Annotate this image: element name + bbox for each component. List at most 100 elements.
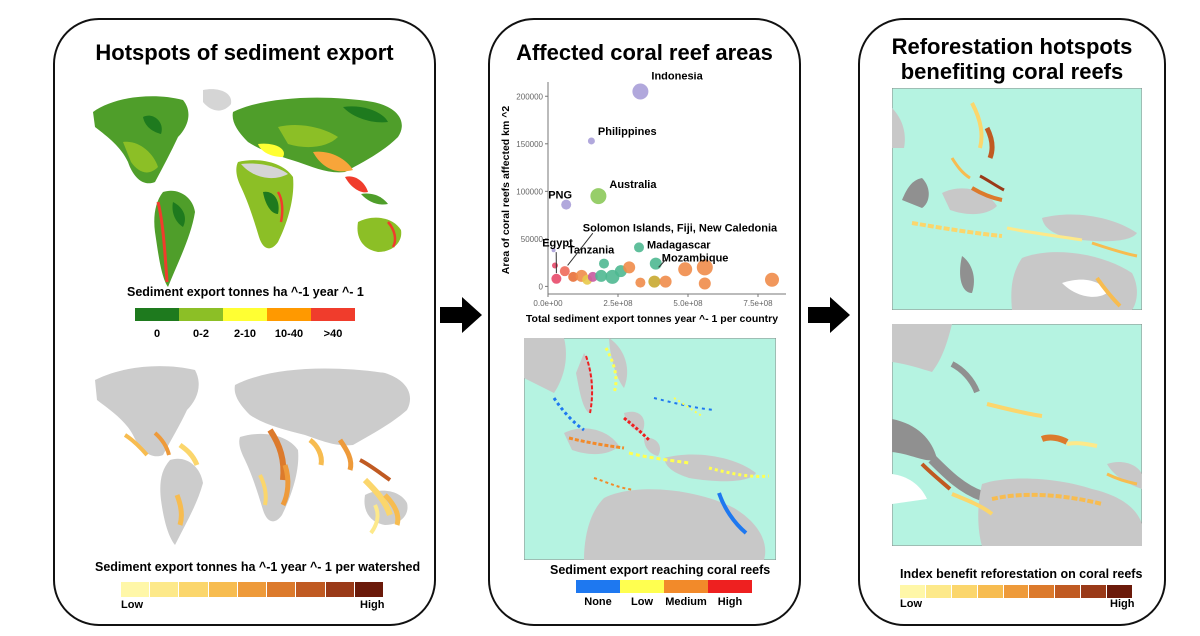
legend2-swatch — [121, 582, 150, 597]
legend2-swatch — [208, 582, 237, 597]
scatter-point — [587, 271, 598, 282]
scatter-point — [632, 83, 649, 100]
point-label: Madagascar — [647, 239, 711, 251]
y-tick-label: 200000 — [516, 92, 543, 101]
panel3-legend-swatch — [1029, 585, 1055, 598]
scatter-point — [551, 273, 562, 284]
panel3-legend-swatch — [951, 585, 977, 598]
panel1-title: Hotspots of sediment export — [95, 40, 394, 65]
y-tick-label: 0 — [539, 282, 544, 291]
scatter-point — [698, 277, 711, 290]
legend2-swatch — [296, 582, 325, 597]
legend-label: 0 — [153, 328, 161, 340]
scatter-point — [634, 242, 644, 253]
panel2-title: Affected coral reef areas — [516, 40, 773, 65]
solomon-pointer — [567, 232, 594, 266]
panel-affected-reefs: Affected coral reef areas 0 50000 100000 15… — [488, 18, 801, 626]
scatter-ylabel: Area of coral reefs affected km ^2 — [500, 106, 512, 275]
legend1-swatch — [135, 308, 179, 321]
legend2-low-label: Low — [121, 599, 143, 611]
panel-reforestation-hotspots: Reforestation hotspots benefiting coral … — [858, 18, 1166, 626]
legend2-swatch — [150, 582, 179, 597]
y-tick-label: 100000 — [516, 187, 543, 196]
legend-label: Low — [631, 596, 653, 608]
panel2-legend-swatches — [576, 580, 752, 593]
legend2-swatches — [121, 582, 383, 597]
panel3-title-line2: benefiting coral reefs — [900, 59, 1124, 84]
point-label: Tanzania — [568, 245, 615, 257]
panel2-legend-swatch — [664, 580, 708, 593]
scatter-point — [552, 262, 558, 269]
panel2-legend-swatch — [576, 580, 620, 593]
legend2-caption: Sediment export tonnes ha ^-1 year ^- 1 … — [95, 560, 421, 574]
legend-label: High — [717, 596, 743, 608]
mozambique-pointer — [658, 259, 666, 268]
reforestation-map-indopacific — [892, 88, 1142, 310]
legend1-swatch — [267, 308, 311, 321]
reforestation-map-caribbean — [892, 324, 1142, 546]
panel2-legend-labels: None Low Medium High — [576, 596, 752, 610]
panel3-legend-swatch — [977, 585, 1003, 598]
scatter-point — [765, 272, 779, 287]
scatter-point — [568, 271, 579, 282]
panel2-legend-caption: Sediment export reaching coral reefs — [550, 563, 771, 577]
point-label: PNG — [548, 190, 572, 202]
watershed-landmass — [95, 366, 411, 545]
panel3-legend-swatch — [1055, 585, 1081, 598]
reforestation-map1-land — [892, 108, 1137, 310]
legend1-swatch — [179, 308, 223, 321]
scatter-labels: Indonesia Philippines Australia PNG Madagasc… — [542, 72, 778, 274]
x-tick-label: 7.5e+08 — [743, 299, 773, 308]
panel3-legend-high-label: High — [1110, 598, 1135, 610]
legend1-swatch — [223, 308, 267, 321]
scatter-point — [587, 137, 595, 145]
legend2-swatch — [237, 582, 267, 597]
scatter-axes: 0 50000 100000 150000 200000 0.0e+00 2.5e+08 5.… — [516, 82, 786, 308]
legend1-swatches — [135, 308, 355, 321]
legend-label: 2-10 — [233, 328, 257, 340]
legend2-swatch — [179, 582, 208, 597]
scatter-point — [559, 266, 570, 277]
panel2-legend-swatch — [708, 580, 752, 593]
y-tick-label: 50000 — [521, 235, 544, 244]
legend-label: 0-2 — [193, 328, 209, 340]
legend-label: >40 — [323, 328, 343, 340]
legend1-caption: Sediment export tonnes ha ^-1 year ^- 1 — [127, 285, 364, 299]
scatter-xlabel: Total sediment export tonnes year ^- 1 p… — [526, 313, 778, 325]
continent-south-america — [154, 190, 195, 287]
continent-se-asia — [345, 176, 388, 205]
panel3-title-line1: Reforestation hotspots — [891, 34, 1133, 59]
point-label: Mozambique — [662, 253, 729, 265]
point-label: Philippines — [598, 126, 657, 138]
panel3-legend-swatch — [1081, 585, 1107, 598]
panel-sediment-hotspots: Hotspots of sediment export — [53, 18, 436, 626]
watershed-hotspots — [123, 428, 401, 535]
continent-greenland — [203, 89, 232, 111]
panel2-legend-swatch — [620, 580, 664, 593]
legend-label: None — [584, 596, 612, 608]
point-label: Indonesia — [651, 72, 703, 83]
annotation-label: Egypt — [542, 237, 573, 249]
legend1-swatch — [311, 308, 355, 321]
scatter-point — [623, 261, 636, 274]
panel3-legend-low-label: Low — [900, 598, 922, 610]
arrow-right-icon — [440, 297, 482, 333]
panel3-legend-caption: Index benefit reforestation on coral ree… — [900, 567, 1143, 581]
panel3-legend-swatch — [1003, 585, 1029, 598]
legend2-swatch — [325, 582, 354, 597]
panel3-legend-swatch — [925, 585, 951, 598]
scatter-point — [590, 188, 607, 205]
continent-africa — [236, 160, 294, 249]
reef-scatter-chart: 0 50000 100000 150000 200000 0.0e+00 2.5e+08 5.… — [500, 72, 786, 325]
panel3-legend-swatches — [900, 585, 1132, 598]
world-sediment-map — [93, 89, 402, 287]
legend-label: 10-40 — [274, 328, 304, 340]
y-tick-label: 150000 — [516, 140, 543, 149]
x-tick-label: 2.5e+08 — [603, 299, 633, 308]
reforestation-map1-hotspots — [911, 102, 1138, 308]
panel3-legend-swatch — [1107, 585, 1132, 598]
continent-europe-asia — [232, 97, 402, 173]
scatter-point — [696, 259, 713, 276]
coral-triangle-reefs — [552, 347, 770, 535]
scatter-points — [551, 83, 779, 290]
